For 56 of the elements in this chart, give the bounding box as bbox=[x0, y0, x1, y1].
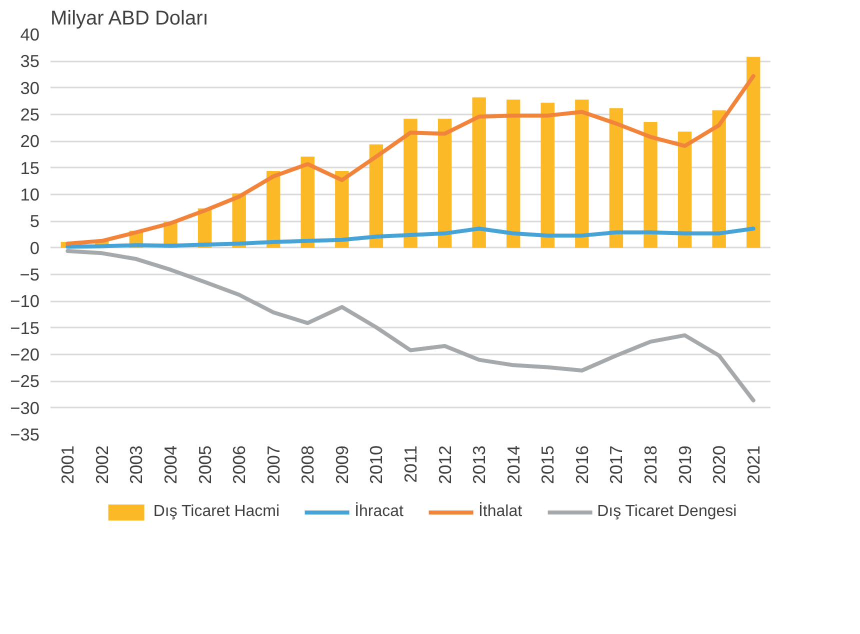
y-tick-label: 0 bbox=[30, 238, 40, 258]
y-tick-label: −20 bbox=[10, 344, 40, 364]
bar bbox=[369, 144, 384, 248]
bar bbox=[575, 100, 589, 248]
y-tick-label: 5 bbox=[30, 211, 40, 232]
y-tick-label: 30 bbox=[20, 78, 40, 98]
x-tick-label: 2004 bbox=[160, 445, 180, 484]
x-tick-label: 2018 bbox=[640, 445, 660, 484]
bar bbox=[506, 100, 520, 248]
legend-label: Dış Ticaret Hacmi bbox=[153, 503, 280, 521]
y-tick-label: 25 bbox=[20, 104, 40, 124]
bar bbox=[404, 118, 418, 248]
y-tick-label: −5 bbox=[20, 264, 40, 284]
x-tick-label: 2006 bbox=[229, 445, 250, 484]
bar bbox=[472, 97, 486, 248]
bar bbox=[746, 56, 760, 248]
x-tick-label: 2007 bbox=[263, 445, 284, 484]
legend-label: İthalat bbox=[478, 503, 522, 521]
x-tick-label: 2016 bbox=[572, 445, 592, 484]
y-tick-label: −30 bbox=[10, 398, 40, 418]
y-tick-label: −10 bbox=[10, 291, 40, 312]
line-series bbox=[66, 249, 756, 402]
x-tick-label: 2002 bbox=[92, 445, 112, 484]
x-tick-label: 2012 bbox=[434, 445, 455, 484]
x-tick-label: 2001 bbox=[58, 445, 78, 484]
x-tick-label: 2014 bbox=[503, 445, 524, 484]
bar bbox=[712, 110, 726, 248]
y-tick-label: 10 bbox=[20, 184, 40, 204]
y-tick-label: −25 bbox=[10, 371, 40, 392]
y-tick-label: −35 bbox=[10, 424, 40, 444]
y-tick-label: −15 bbox=[10, 318, 40, 338]
x-tick-label: 2005 bbox=[194, 445, 215, 484]
bar bbox=[540, 102, 554, 248]
x-tick-label: 2015 bbox=[538, 445, 558, 484]
x-tick-label: 2010 bbox=[366, 445, 386, 484]
bar bbox=[678, 132, 692, 248]
x-tick-label: 2019 bbox=[674, 445, 695, 484]
legend-label: İhracat bbox=[354, 503, 404, 521]
bar bbox=[438, 118, 452, 248]
x-tick-label: 2003 bbox=[126, 445, 146, 484]
x-tick-label: 2011 bbox=[400, 445, 420, 483]
legend-label: Dış Ticaret Dengesi bbox=[597, 503, 737, 521]
x-tick-label: 2008 bbox=[298, 445, 318, 484]
x-tick-label: 2021 bbox=[743, 445, 764, 484]
y-axis-title: Milyar ABD Doları bbox=[50, 8, 208, 30]
x-tick-label: 2017 bbox=[606, 445, 626, 484]
x-tick-label: 2009 bbox=[332, 445, 352, 484]
y-tick-label: 15 bbox=[20, 158, 40, 178]
y-tick-label: 35 bbox=[20, 51, 40, 72]
bar bbox=[644, 122, 658, 248]
bar bbox=[300, 156, 314, 248]
y-tick-label: 40 bbox=[20, 24, 40, 44]
bar bbox=[609, 108, 624, 248]
y-tick-label: 20 bbox=[20, 131, 40, 152]
x-tick-label: 2013 bbox=[469, 445, 490, 484]
x-tick-label: 2020 bbox=[709, 445, 730, 484]
